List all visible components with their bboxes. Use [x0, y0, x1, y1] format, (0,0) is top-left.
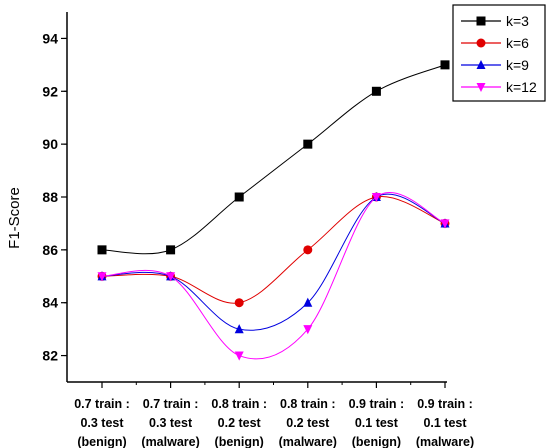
data-point: [303, 139, 313, 149]
legend-label: k=9: [506, 57, 529, 73]
x-tick-label-line: 0.1 test: [355, 416, 399, 430]
series-line: [101, 193, 446, 331]
data-point: [97, 272, 107, 282]
series-k-6: [97, 192, 450, 308]
legend-label: k=6: [506, 35, 529, 51]
data-point: [234, 351, 244, 361]
data-point: [371, 192, 381, 203]
x-tick-label-line: 0.1 test: [423, 416, 467, 430]
data-point: [234, 298, 244, 308]
x-tick-label: 0.7 train : 0.3 test (malware): [141, 397, 199, 448]
series-line: [101, 192, 446, 360]
y-axis-label: F1-Score: [6, 187, 23, 249]
x-tick-label-line: 0.7 train :: [143, 397, 199, 411]
x-tick-label: 0.9 train : 0.1 test (malware): [416, 397, 474, 448]
x-tick-label-line: (malware): [416, 435, 474, 448]
series-k-12: [97, 192, 450, 361]
y-tick-label: 92: [42, 83, 58, 99]
legend-marker: [476, 82, 486, 93]
data-point: [440, 60, 450, 70]
legend-label: k=3: [506, 13, 529, 29]
x-tick-label-line: (malware): [279, 435, 337, 448]
data-point: [303, 245, 313, 255]
data-point: [234, 192, 244, 202]
x-tick-label-line: 0.7 train :: [74, 397, 130, 411]
y-tick-label: 84: [42, 295, 58, 311]
y-tick-label: 88: [42, 189, 58, 205]
legend: k=3 k=6 k=9 k=12: [452, 4, 546, 102]
x-tick-label: 0.9 train : 0.1 test (benign): [349, 397, 405, 448]
x-tick-label-line: (malware): [141, 435, 199, 448]
legend-marker: [476, 59, 486, 70]
legend-marker: [476, 16, 486, 26]
x-tick-label: 0.8 train : 0.2 test (benign): [211, 397, 267, 448]
legend-marker: [476, 38, 486, 48]
series-line: [101, 64, 446, 255]
x-tick-label-line: (benign): [77, 435, 126, 448]
series-layer: [97, 60, 450, 361]
y-tick-label: 82: [42, 348, 58, 364]
legend-label: k=12: [506, 79, 537, 95]
data-point: [234, 324, 244, 334]
series-line: [101, 196, 446, 304]
series-k-3: [97, 60, 450, 255]
data-point: [166, 245, 176, 255]
data-point: [440, 219, 450, 229]
x-tick-label-line: 0.9 train :: [349, 397, 405, 411]
x-tick-label-line: 0.3 test: [149, 416, 193, 430]
y-axis: 82 84 86 88 90 92 94: [42, 30, 67, 364]
data-point: [303, 297, 313, 307]
series-k-9: [97, 191, 450, 334]
x-axis: 0.7 train :0.3 test (benign)0.7 train :0.…: [74, 382, 474, 448]
data-point: [303, 325, 313, 335]
y-tick-label: 86: [42, 242, 58, 258]
x-tick-label-line: 0.8 train :: [211, 397, 267, 411]
x-tick-label-line: (benign): [215, 435, 264, 448]
data-point: [371, 86, 381, 96]
y-tick-label: 90: [42, 136, 58, 152]
x-tick-label-line: 0.9 train :: [417, 397, 473, 411]
x-tick-label: 0.8 train : 0.2 test (malware): [279, 397, 337, 448]
x-tick-label-line: 0.3 test: [80, 416, 124, 430]
x-tick-label: 0.7 train : 0.3 test (benign): [74, 397, 130, 448]
data-point: [166, 272, 176, 282]
x-tick-label-line: 0.2 test: [286, 416, 330, 430]
x-tick-label-line: 0.8 train :: [280, 397, 336, 411]
x-tick-label-line: (benign): [352, 435, 401, 448]
data-point: [97, 245, 107, 255]
y-tick-label: 94: [42, 30, 58, 46]
x-tick-label-line: 0.2 test: [218, 416, 262, 430]
